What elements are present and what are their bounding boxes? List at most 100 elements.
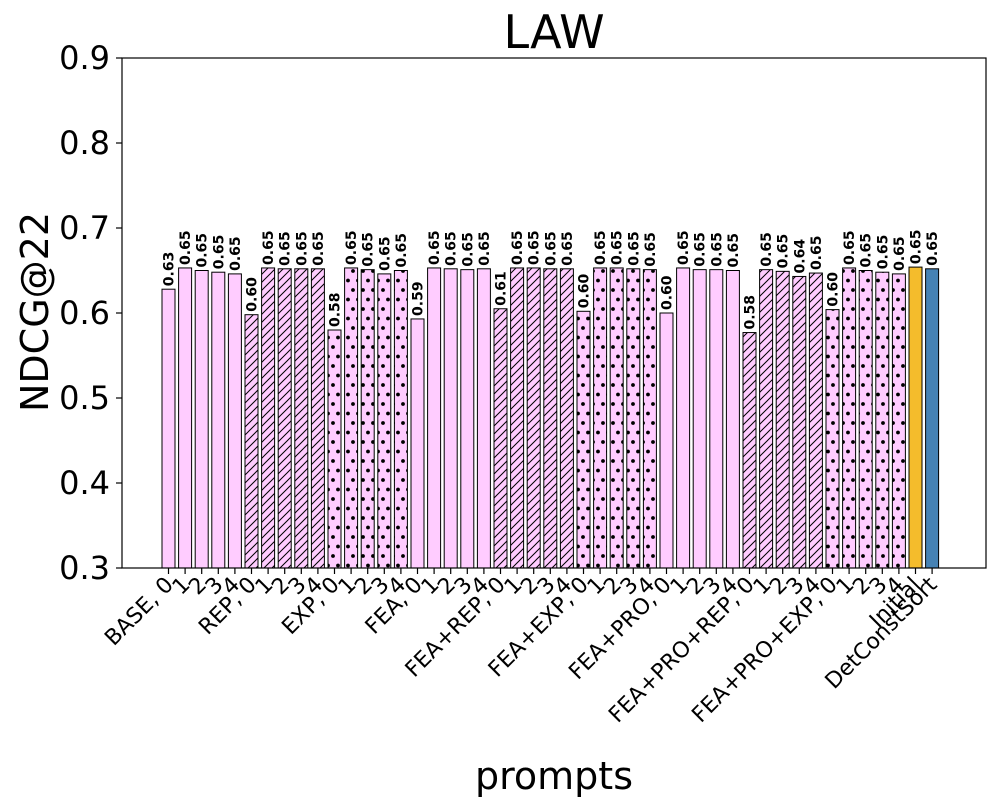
bar-value-label: 0.65 xyxy=(875,235,891,270)
bar xyxy=(576,310,591,569)
bar-value-label: 0.58 xyxy=(743,295,759,330)
y-tick-label: 0.5 xyxy=(59,379,110,417)
bar-value-label: 0.65 xyxy=(211,235,227,270)
y-axis: 0.3 0.4 0.5 0.6 0.7 0.8 0.9 xyxy=(59,39,122,587)
bar-value-label: 0.60 xyxy=(245,277,261,312)
bar-value-label: 0.65 xyxy=(759,232,775,267)
bar-value-label: 0.58 xyxy=(328,292,344,327)
bar-value-label: 0.63 xyxy=(162,252,178,287)
bar-value-label: 0.65 xyxy=(278,231,294,266)
bars-group xyxy=(161,266,940,569)
bar-value-label: 0.65 xyxy=(394,233,410,268)
bar-value-label: 0.59 xyxy=(411,281,427,316)
bar-value-label: 0.60 xyxy=(577,273,593,308)
bar-value-label: 0.65 xyxy=(560,231,576,266)
bar xyxy=(842,267,857,569)
bar xyxy=(609,267,624,569)
y-tick-label: 0.4 xyxy=(59,464,110,502)
bar-value-label: 0.65 xyxy=(361,232,377,267)
bar xyxy=(725,270,740,569)
bar xyxy=(775,270,790,569)
bar xyxy=(593,267,608,569)
bar xyxy=(327,329,342,569)
y-tick-label: 0.6 xyxy=(59,294,110,332)
bar-value-label: 0.65 xyxy=(527,230,543,265)
bar xyxy=(294,268,309,569)
bar-value-label: 0.65 xyxy=(626,231,642,266)
bar xyxy=(510,267,525,569)
bar-value-label: 0.65 xyxy=(593,230,609,265)
bar-value-label: 0.61 xyxy=(494,271,510,306)
bar xyxy=(692,269,707,569)
bar-value-label: 0.65 xyxy=(693,232,709,267)
bar xyxy=(526,267,541,569)
bar xyxy=(178,267,193,569)
bar-value-label: 0.60 xyxy=(826,272,842,307)
bar xyxy=(393,270,408,569)
bar-value-label: 0.65 xyxy=(294,231,310,266)
bar-value-label: 0.65 xyxy=(427,230,443,265)
bar-value-label: 0.65 xyxy=(643,232,659,267)
bar-value-label: 0.65 xyxy=(444,231,460,266)
bar xyxy=(925,268,940,569)
bar-value-label: 0.65 xyxy=(195,233,211,268)
bar xyxy=(543,268,558,569)
bar-value-label: 0.60 xyxy=(660,275,676,310)
bar xyxy=(825,309,840,569)
bar-value-label: 0.65 xyxy=(178,230,194,265)
bar-value-label: 0.65 xyxy=(460,232,476,267)
y-tick-label: 0.7 xyxy=(59,209,110,247)
bar xyxy=(676,267,691,569)
bar xyxy=(742,332,757,569)
bar-value-label: 0.65 xyxy=(709,232,725,267)
bar-value-label: 0.65 xyxy=(377,236,393,271)
bar xyxy=(211,271,226,569)
bar xyxy=(161,288,176,569)
bar xyxy=(194,270,209,569)
bar xyxy=(460,269,475,569)
y-tick-label: 0.8 xyxy=(59,124,110,162)
bar xyxy=(659,312,674,569)
bar-value-label: 0.65 xyxy=(909,230,925,265)
bar-value-label: 0.65 xyxy=(610,230,626,265)
bar xyxy=(626,268,641,569)
bar xyxy=(410,318,425,569)
bar xyxy=(244,314,259,569)
bar-value-label: 0.65 xyxy=(228,236,244,271)
bar-value-label: 0.65 xyxy=(859,233,875,268)
bar-value-label: 0.65 xyxy=(842,230,858,265)
bar xyxy=(908,266,923,569)
bar-value-label: 0.65 xyxy=(676,230,692,265)
bar xyxy=(891,273,906,569)
bar xyxy=(808,272,823,569)
bar xyxy=(875,271,890,569)
bar-value-label: 0.65 xyxy=(543,231,559,266)
y-tick-label: 0.9 xyxy=(59,39,110,77)
bar xyxy=(443,268,458,569)
bar-value-labels: 0.630.65 0.65 0.65 0.650.600.65 0.65 0.65 0.65… xyxy=(162,230,942,330)
bar-value-label: 0.65 xyxy=(776,234,792,269)
bar xyxy=(476,268,491,569)
bar xyxy=(559,268,574,569)
bar-value-label: 0.64 xyxy=(792,239,808,274)
bar xyxy=(427,267,442,569)
bar xyxy=(642,269,657,569)
y-tick-label: 0.3 xyxy=(59,549,110,587)
bar xyxy=(493,308,508,569)
chart-title: LAW xyxy=(503,5,604,59)
bar xyxy=(227,273,242,569)
bar-value-label: 0.65 xyxy=(726,233,742,268)
bar xyxy=(261,267,276,569)
bar xyxy=(344,267,359,569)
y-axis-title: NDCG@22 xyxy=(13,212,57,412)
x-tick-label: BASE, 0 xyxy=(100,573,178,651)
bar xyxy=(310,268,325,569)
bar xyxy=(360,269,375,569)
bar xyxy=(277,268,292,569)
bar-value-label: 0.65 xyxy=(311,231,327,266)
bar xyxy=(759,269,774,569)
bar-value-label: 0.65 xyxy=(510,230,526,265)
bar xyxy=(709,269,724,569)
